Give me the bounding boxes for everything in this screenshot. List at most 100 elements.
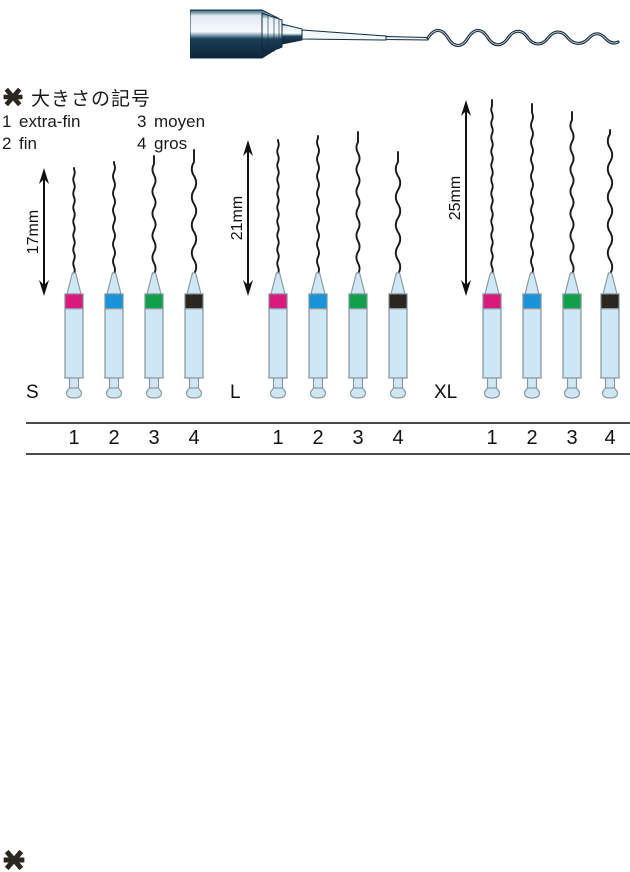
file-handle-foot [65,387,83,399]
file-color-band-4 [389,294,407,309]
file-wire [112,161,116,275]
length-label: 21mm [229,196,246,240]
strip-number: 3 [148,427,160,449]
file-shoulder [564,272,580,295]
file-wire [72,167,76,275]
asterisk-icon [3,87,23,107]
strip-rule-top [26,422,630,424]
size-label-xl: XL [434,382,458,403]
legend-label-3: moyen [154,112,206,131]
file-handle-foot [309,387,327,399]
file-color-band-2 [105,294,123,309]
legend-num-2: 2 [2,134,12,153]
file-wire [530,103,534,275]
bottom-number-strip: 1 2 3 4 1 2 3 4 1 2 3 4 [0,422,630,871]
legend-label-1: extra-fin [19,112,81,131]
legend-label-4: gros [154,134,188,153]
file-xl-1[interactable] [482,99,502,399]
strip-number: 1 [68,427,80,449]
legend-title: 大きさの記号 [31,87,152,110]
strip-number: 2 [526,427,538,449]
file-shoulder [66,272,82,295]
file-color-band-1 [483,294,501,309]
strip-rule-bottom [26,453,630,455]
legend: 大きさの記号 1 extra-fin 3 moyen 2 fin 4 gros [2,84,234,154]
handpiece-illustration [190,2,630,74]
file-s-1[interactable] [64,167,84,399]
length-arrow-head-top [243,140,253,156]
files-diagram: 17mm 21mm 25mm [25,99,620,399]
file-shoulder [602,272,618,295]
file-color-band-2 [309,294,327,309]
file-wire [151,155,157,275]
file-shoulder [390,272,406,295]
file-l-2[interactable] [308,135,328,399]
file-l-4[interactable] [388,151,408,399]
file-shoulder [350,272,366,295]
file-handle-foot [269,387,287,399]
strip-number: 3 [566,427,578,449]
file-handle-foot [601,387,619,399]
file-handle-foot [185,387,203,399]
file-shoulder [270,272,286,295]
length-label: 17mm [25,210,42,254]
file-wire [394,151,402,275]
file-color-band-3 [563,294,581,309]
file-s-4[interactable] [184,149,204,399]
strip-number: 2 [312,427,324,449]
strip-number: 1 [486,427,498,449]
file-wire [569,111,575,275]
asterisk-icon [3,849,25,871]
file-color-band-4 [601,294,619,309]
file-color-band-1 [269,294,287,309]
file-shoulder [106,272,122,295]
file-handle-foot [349,387,367,399]
file-xl-2[interactable] [522,103,542,399]
group-s: 17mm [25,149,204,399]
file-wire [316,135,320,275]
file-handle-foot [563,387,581,399]
file-shoulder [310,272,326,295]
file-color-band-1 [65,294,83,309]
file-color-band-2 [523,294,541,309]
file-handle-foot [523,387,541,399]
legend-num-4: 4 [137,134,147,153]
file-xl-3[interactable] [562,111,582,399]
file-shoulder [146,272,162,295]
strip-number: 4 [188,427,200,449]
group-l: 21mm [229,131,408,399]
length-arrow-head-top [461,100,471,116]
file-handle-foot [105,387,123,399]
strip-number: 4 [392,427,404,449]
file-l-3[interactable] [348,131,368,399]
file-handle-foot [389,387,407,399]
strip-number: 4 [604,427,616,449]
handpiece-svg [190,9,620,59]
file-wire [276,139,280,275]
strip-number: 2 [108,427,120,449]
file-wire [190,149,198,275]
legend-num-3: 3 [137,112,147,131]
group-xl: 25mm [447,99,620,399]
file-color-band-4 [185,294,203,309]
file-l-1[interactable] [268,139,288,399]
length-arrow-head-bottom [39,280,49,296]
file-shoulder [484,272,500,295]
file-color-band-3 [145,294,163,309]
length-arrow-head-bottom [243,280,253,296]
length-label: 25mm [447,176,464,220]
size-label-l: L [230,382,241,403]
legend-num-1: 1 [2,112,12,131]
file-s-3[interactable] [144,155,164,399]
file-s-2[interactable] [104,161,124,399]
file-shoulder [186,272,202,295]
file-xl-4[interactable] [600,129,620,399]
legend-label-2: fin [19,134,37,153]
file-wire [606,129,614,275]
file-handle-foot [145,387,163,399]
length-arrow-head-bottom [461,280,471,296]
file-handle-foot [483,387,501,399]
file-wire [490,99,494,275]
legend-entries: 1 extra-fin 3 moyen 2 fin 4 gros [2,111,234,154]
